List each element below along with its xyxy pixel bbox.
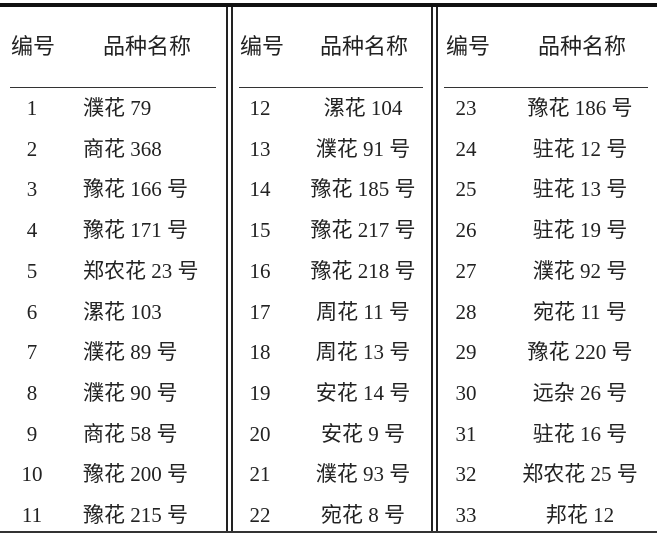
cell-variety-name: 豫花 217 号: [310, 218, 416, 243]
cell-variety-name: 驻花 19 号: [532, 218, 628, 243]
cell-variety-name: 豫花 186 号: [527, 96, 633, 120]
cell-variety-name: 远杂 26 号: [532, 380, 628, 405]
header-rule: [239, 87, 423, 88]
cell-number: 7: [26, 340, 38, 365]
cell-variety-name: 郑农花 25 号: [522, 462, 638, 487]
cell-variety-name: 安花 14 号: [315, 380, 411, 405]
header-rule: [10, 87, 216, 88]
cell-variety-name: 豫花 215 号: [83, 503, 188, 527]
top-rule: [0, 3, 657, 7]
bottom-rule: [0, 531, 657, 533]
cell-number: 5: [26, 258, 38, 283]
cell-variety-name: 濮花 89 号: [83, 340, 178, 365]
cell-variety-name: 宛花 11 号: [533, 299, 627, 324]
cell-variety-name: 濮花 90 号: [83, 380, 178, 405]
cell-number: 23: [455, 96, 477, 120]
cell-number: 32: [455, 462, 477, 487]
cell-variety-name: 豫花 171 号: [83, 218, 188, 243]
cell-variety-name: 漯花 104: [323, 96, 403, 120]
column-header-number: 编号: [10, 34, 56, 59]
cell-number: 3: [26, 177, 38, 202]
cell-variety-name: 周花 13 号: [315, 340, 411, 365]
cell-number: 17: [249, 299, 271, 324]
cell-number: 15: [249, 218, 271, 243]
cell-variety-name: 商花 58 号: [83, 421, 178, 446]
cell-variety-name: 豫花 220 号: [527, 340, 633, 365]
cell-number: 8: [26, 380, 38, 405]
cell-number: 25: [455, 177, 477, 202]
cell-variety-name: 豫花 166 号: [83, 177, 188, 202]
cell-variety-name: 豫花 218 号: [310, 258, 416, 283]
cell-number: 20: [249, 421, 271, 446]
cell-number: 24: [455, 136, 477, 161]
cell-variety-name: 周花 11 号: [316, 299, 410, 324]
cell-number: 13: [249, 136, 271, 161]
group-divider: [436, 7, 438, 531]
cell-number: 11: [21, 503, 43, 527]
cell-number: 33: [455, 503, 477, 527]
column-header-name: 品种名称: [319, 34, 409, 59]
cell-variety-name: 濮花 79: [83, 96, 152, 120]
cell-number: 16: [249, 258, 271, 283]
cell-number: 26: [455, 218, 477, 243]
column-header-number: 编号: [445, 34, 491, 59]
cell-number: 6: [26, 299, 38, 324]
cell-number: 30: [455, 380, 477, 405]
cell-number: 10: [21, 462, 43, 487]
cell-variety-name: 漯花 103: [83, 299, 162, 324]
cell-number: 12: [249, 96, 271, 120]
cell-number: 29: [455, 340, 477, 365]
cell-number: 2: [26, 136, 38, 161]
cell-variety-name: 驻花 13 号: [532, 177, 628, 202]
cell-number: 1: [26, 96, 38, 120]
cell-variety-name: 濮花 92 号: [532, 258, 628, 283]
header-rule: [444, 87, 648, 88]
cell-number: 21: [249, 462, 271, 487]
cell-variety-name: 豫花 200 号: [83, 462, 188, 487]
cell-variety-name: 安花 9 号: [321, 421, 405, 446]
cell-number: 4: [26, 218, 38, 243]
cell-number: 31: [455, 421, 477, 446]
group-divider: [231, 7, 233, 531]
cell-number: 22: [249, 503, 271, 527]
cell-variety-name: 濮花 93 号: [315, 462, 411, 487]
cell-variety-name: 豫花 185 号: [310, 177, 416, 202]
column-header-name: 品种名称: [537, 34, 627, 59]
cell-variety-name: 驻花 12 号: [532, 136, 628, 161]
cell-variety-name: 邦花 12: [545, 503, 615, 527]
cell-number: 19: [249, 380, 271, 405]
column-header-name: 品种名称: [102, 34, 192, 59]
cell-number: 14: [249, 177, 271, 202]
cell-number: 28: [455, 299, 477, 324]
cell-variety-name: 濮花 91 号: [315, 136, 411, 161]
group-divider: [226, 7, 228, 531]
group-divider: [431, 7, 433, 531]
column-header-number: 编号: [239, 34, 285, 59]
cell-variety-name: 驻花 16 号: [532, 421, 628, 446]
cell-number: 9: [26, 421, 38, 446]
cell-number: 18: [249, 340, 271, 365]
cell-variety-name: 商花 368: [83, 136, 162, 161]
cell-variety-name: 宛花 8 号: [321, 503, 405, 527]
cell-variety-name: 郑农花 23 号: [83, 258, 199, 283]
cell-number: 27: [455, 258, 477, 283]
